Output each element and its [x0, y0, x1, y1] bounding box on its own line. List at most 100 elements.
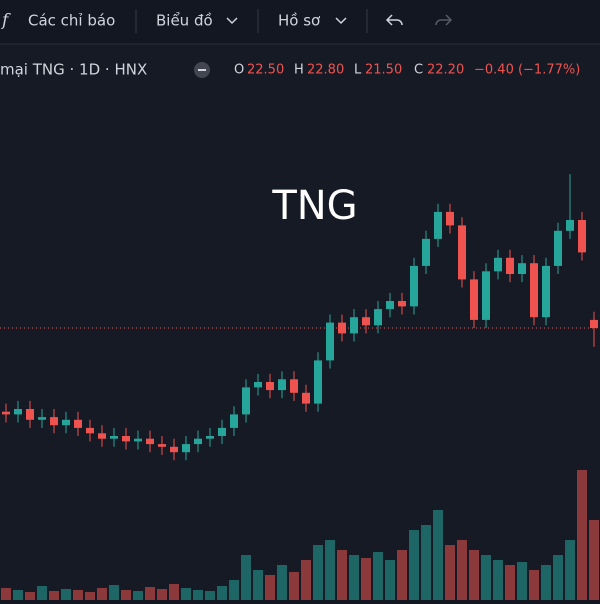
volume-bar [445, 545, 455, 600]
volume-bar [253, 570, 263, 600]
candle-body [314, 360, 322, 404]
volume-bar [229, 580, 239, 600]
candle-body [110, 436, 118, 439]
volume-bar [181, 588, 191, 600]
candle-body [146, 438, 154, 445]
volume-bar [361, 558, 371, 600]
undo-button[interactable] [385, 14, 403, 26]
candle-body [362, 317, 370, 326]
volume-bar [37, 586, 47, 600]
volume-bar [85, 592, 95, 600]
volume-bar [589, 520, 599, 600]
candle-body [398, 301, 406, 307]
candle-body [542, 265, 550, 318]
candle-body [566, 220, 574, 231]
volume-bar [241, 555, 251, 600]
l-label: L [354, 63, 362, 78]
volume-bar [121, 590, 131, 600]
volume-bar [505, 565, 515, 600]
volume-bar [217, 586, 227, 600]
candle-body [50, 417, 58, 426]
volume-bar [553, 555, 563, 600]
candle-body [554, 230, 562, 266]
candle-body [38, 417, 46, 420]
volume-bar [25, 592, 35, 600]
volume-bar [493, 560, 503, 600]
change-value: −0.40 (−1.77%) [474, 63, 580, 78]
candle-body [494, 257, 502, 272]
c-label: C [414, 63, 423, 78]
volume-bar [133, 591, 143, 600]
chart-button[interactable]: Biểu đồ [156, 12, 213, 30]
candle-body [134, 438, 142, 442]
volume-bar [457, 540, 467, 600]
candle-body [218, 427, 226, 436]
o-value: 22.50 [247, 63, 284, 78]
candle-body [470, 279, 478, 320]
candle-body [278, 379, 286, 391]
candle-body [182, 444, 190, 453]
candle-body [506, 257, 514, 274]
volume-bar [205, 591, 215, 600]
candle-body [242, 387, 250, 415]
volume-bar [145, 587, 155, 600]
plot [0, 174, 600, 600]
redo-button[interactable] [435, 14, 453, 26]
volume-bar [433, 510, 443, 600]
profile-button[interactable]: Hồ sơ [278, 12, 321, 30]
volume-bar [577, 470, 587, 600]
volume-bar [1, 588, 11, 600]
candle-body [230, 414, 238, 428]
candle-body [158, 444, 166, 447]
candle-body [326, 322, 334, 361]
candle-body [386, 301, 394, 310]
candle-body [290, 379, 298, 393]
chevron [226, 17, 238, 25]
candle-body [86, 427, 94, 434]
candle-body [98, 433, 106, 439]
candle-body [254, 382, 262, 388]
volume-bar [73, 590, 83, 600]
volume-bar [265, 575, 275, 600]
candle-body [482, 271, 490, 320]
volume-bar [277, 565, 287, 600]
candle-body [74, 419, 82, 428]
volume-bar [13, 590, 23, 600]
volume-bar [313, 545, 323, 600]
volume-bar [421, 525, 431, 600]
volume-bar [529, 570, 539, 600]
candle-body [2, 411, 10, 415]
indicators-button[interactable]: Các chỉ báo [28, 12, 115, 30]
volume-bar [337, 550, 347, 600]
candle-body [338, 322, 346, 334]
volume-bar [397, 550, 407, 600]
candle-body [122, 436, 130, 442]
candle-body [194, 438, 202, 445]
candle-body [170, 446, 178, 453]
watermark: TNG [271, 183, 357, 229]
volume-bar [385, 560, 395, 600]
volume-bar [373, 552, 383, 600]
symbol-info: mại TNG · 1D · HNX [0, 61, 147, 79]
volume-bar [409, 530, 419, 600]
candle-body [62, 419, 70, 426]
candle-body [530, 263, 538, 318]
candle-body [590, 319, 598, 328]
volume-bar [301, 560, 311, 600]
o-label: O [234, 63, 244, 78]
volume-bar [481, 555, 491, 600]
candle-body [446, 211, 454, 226]
volume-bar [325, 540, 335, 600]
volume-bar [49, 591, 59, 600]
volume-bar [289, 572, 299, 600]
volume-bar [469, 550, 479, 600]
fx-icon[interactable]: f [0, 11, 11, 31]
candle-body [410, 265, 418, 307]
candle-body [266, 382, 274, 391]
volume-bar [157, 589, 167, 600]
candle-body [374, 309, 382, 326]
volume-bar [169, 584, 179, 600]
candle-body [14, 409, 22, 415]
